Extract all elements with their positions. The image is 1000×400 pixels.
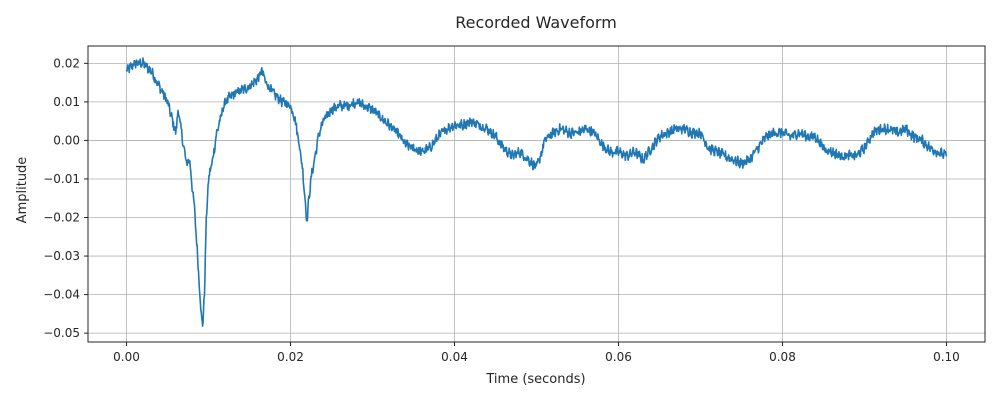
chart-title: Recorded Waveform bbox=[455, 13, 617, 32]
x-ticks: 0.00 0.02 0.04 0.06 0.08 0.10 bbox=[113, 342, 960, 364]
y-tick-label: 0.00 bbox=[53, 133, 80, 147]
y-tick-label: −0.05 bbox=[43, 326, 80, 340]
x-tick-label: 0.04 bbox=[441, 350, 468, 364]
y-axis-label: Amplitude bbox=[15, 157, 30, 224]
plot-frame bbox=[87, 45, 986, 343]
x-tick-label: 0.00 bbox=[113, 350, 140, 364]
y-tick-label: −0.02 bbox=[43, 211, 80, 225]
x-axis-label: Time (seconds) bbox=[485, 372, 585, 387]
grid bbox=[88, 46, 985, 342]
y-tick-label: −0.01 bbox=[43, 172, 80, 186]
waveform-series-line bbox=[125, 57, 948, 327]
y-tick-label: −0.03 bbox=[43, 249, 80, 263]
x-tick-label: 0.06 bbox=[605, 350, 632, 364]
x-tick-label: 0.10 bbox=[933, 350, 960, 364]
x-tick-label: 0.08 bbox=[769, 350, 796, 364]
y-tick-label: 0.02 bbox=[53, 56, 80, 70]
y-tick-label: 0.01 bbox=[53, 95, 80, 109]
series-layer bbox=[125, 57, 948, 327]
x-tick-label: 0.02 bbox=[277, 350, 304, 364]
y-ticks: 0.02 0.01 0.00 −0.01 −0.02 −0.03 −0.04 −0.05 bbox=[43, 56, 88, 340]
y-tick-label: −0.04 bbox=[43, 288, 80, 302]
